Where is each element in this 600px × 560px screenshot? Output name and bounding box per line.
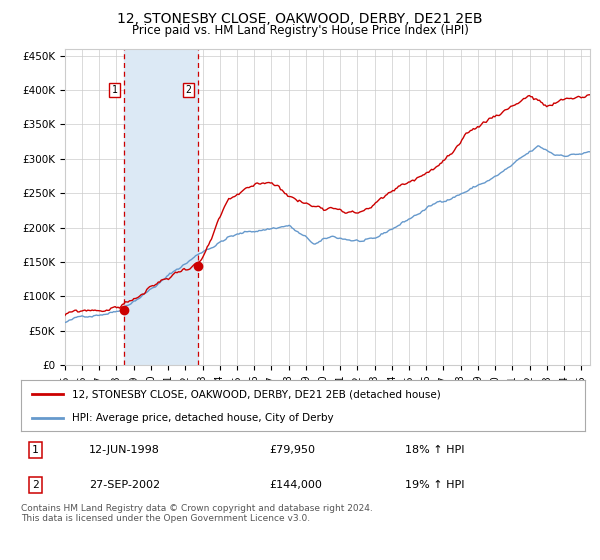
Text: £144,000: £144,000 (269, 480, 322, 489)
Text: 12-JUN-1998: 12-JUN-1998 (89, 445, 160, 455)
Text: 19% ↑ HPI: 19% ↑ HPI (404, 480, 464, 489)
Text: 1: 1 (112, 85, 118, 95)
Text: 27-SEP-2002: 27-SEP-2002 (89, 480, 160, 489)
Text: £79,950: £79,950 (269, 445, 315, 455)
Text: 2: 2 (185, 85, 191, 95)
Text: Price paid vs. HM Land Registry's House Price Index (HPI): Price paid vs. HM Land Registry's House … (131, 24, 469, 36)
Text: 12, STONESBY CLOSE, OAKWOOD, DERBY, DE21 2EB (detached house): 12, STONESBY CLOSE, OAKWOOD, DERBY, DE21… (72, 389, 440, 399)
Text: 2: 2 (32, 480, 38, 489)
Text: HPI: Average price, detached house, City of Derby: HPI: Average price, detached house, City… (72, 413, 334, 423)
Text: 12, STONESBY CLOSE, OAKWOOD, DERBY, DE21 2EB: 12, STONESBY CLOSE, OAKWOOD, DERBY, DE21… (117, 12, 483, 26)
Bar (124, 49, 198, 365)
Text: 18% ↑ HPI: 18% ↑ HPI (404, 445, 464, 455)
Text: 1: 1 (32, 445, 38, 455)
Text: Contains HM Land Registry data © Crown copyright and database right 2024.
This d: Contains HM Land Registry data © Crown c… (21, 504, 373, 524)
